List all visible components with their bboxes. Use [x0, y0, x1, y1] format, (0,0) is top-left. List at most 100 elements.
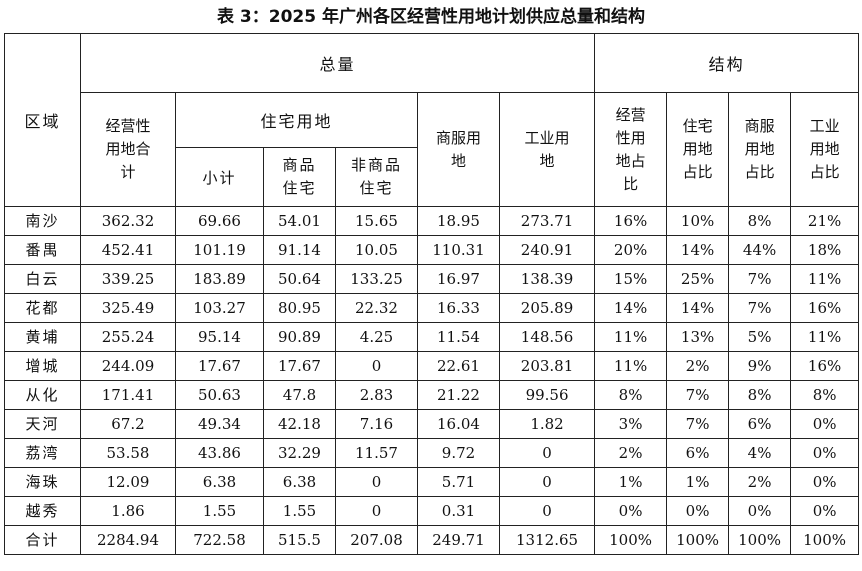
cell-s-bus: 44% — [728, 235, 792, 265]
cell-s-bus: 7% — [728, 293, 792, 323]
cell-s-ind: 11% — [790, 322, 860, 352]
cell-region: 合计 — [4, 525, 81, 555]
cell-s-total: 3% — [594, 409, 668, 439]
header-industrial-share: 工业 用地 占比 — [790, 92, 860, 207]
cell-s-total: 1% — [594, 467, 668, 497]
cell-commodity: 32.29 — [263, 438, 336, 468]
cell-industrial: 1312.65 — [498, 525, 596, 555]
table-row: 白云 339.25 183.89 50.64 133.25 16.97 138.39 15% 2… — [4, 264, 860, 294]
table-row: 天河 67.2 49.34 42.18 7.16 16.04 1.82 3% 7% 6% 0% — [4, 409, 860, 439]
cell-s-total: 16% — [594, 206, 668, 236]
cell-industrial: 0 — [498, 496, 596, 526]
cell-commodity: 90.89 — [263, 322, 336, 352]
cell-total: 2284.94 — [80, 525, 176, 555]
header-stack: 经营性 用地合 计 — [105, 117, 151, 181]
cell-total: 452.41 — [80, 235, 176, 265]
cell-subtotal: 6.38 — [175, 467, 264, 497]
cell-non-commodity: 0 — [335, 496, 418, 526]
cell-non-commodity: 22.32 — [335, 293, 418, 323]
header-industrial: 工业用 地 — [498, 92, 596, 207]
cell-region: 天河 — [4, 409, 81, 439]
cell-subtotal: 17.67 — [175, 351, 264, 381]
cell-s-res: 2% — [666, 351, 730, 381]
cell-industrial: 99.56 — [498, 380, 596, 410]
cell-s-bus: 0% — [728, 496, 792, 526]
cell-s-total: 0% — [594, 496, 668, 526]
table-row: 海珠 12.09 6.38 6.38 0 5.71 0 1% 1% 2% 0% — [4, 467, 860, 497]
table-row: 花都 325.49 103.27 80.95 22.32 16.33 205.89 14% 14… — [4, 293, 860, 323]
cell-s-bus: 6% — [728, 409, 792, 439]
header-commercial-share: 经营 性用 地占 比 — [594, 92, 668, 207]
cell-non-commodity: 207.08 — [335, 525, 418, 555]
cell-s-total: 15% — [594, 264, 668, 294]
cell-industrial: 1.82 — [498, 409, 596, 439]
cell-s-res: 6% — [666, 438, 730, 468]
cell-commodity: 6.38 — [263, 467, 336, 497]
cell-commodity: 80.95 — [263, 293, 336, 323]
table-row: 番禺 452.41 101.19 91.14 10.05 110.31 240.91 20% 1… — [4, 235, 860, 265]
cell-non-commodity: 10.05 — [335, 235, 418, 265]
cell-business: 18.95 — [417, 206, 500, 236]
cell-commodity: 50.64 — [263, 264, 336, 294]
cell-subtotal: 69.66 — [175, 206, 264, 236]
header-total-group: 总量 — [79, 33, 596, 93]
cell-industrial: 0 — [498, 467, 596, 497]
cell-s-total: 2% — [594, 438, 668, 468]
cell-s-bus: 4% — [728, 438, 792, 468]
cell-non-commodity: 2.83 — [335, 380, 418, 410]
cell-region: 南沙 — [4, 206, 81, 236]
cell-s-res: 1% — [666, 467, 730, 497]
cell-region: 越秀 — [4, 496, 81, 526]
cell-s-total: 8% — [594, 380, 668, 410]
cell-s-res: 100% — [666, 525, 730, 555]
cell-s-total: 20% — [594, 235, 668, 265]
cell-region: 花都 — [4, 293, 81, 323]
cell-region: 荔湾 — [4, 438, 81, 468]
cell-business: 5.71 — [417, 467, 500, 497]
cell-s-res: 14% — [666, 293, 730, 323]
cell-commodity: 1.55 — [263, 496, 336, 526]
cell-business: 21.22 — [417, 380, 500, 410]
cell-subtotal: 50.63 — [175, 380, 264, 410]
cell-subtotal: 183.89 — [175, 264, 264, 294]
cell-s-ind: 0% — [790, 496, 860, 526]
cell-subtotal: 49.34 — [175, 409, 264, 439]
cell-commodity: 17.67 — [263, 351, 336, 381]
cell-non-commodity: 11.57 — [335, 438, 418, 468]
table-row: 增城 244.09 17.67 17.67 0 22.61 203.81 11% 2% 9% 16% — [4, 351, 860, 381]
table-row: 越秀 1.86 1.55 1.55 0 0.31 0 0% 0% 0% 0% — [4, 496, 860, 526]
cell-non-commodity: 0 — [335, 467, 418, 497]
cell-total: 325.49 — [80, 293, 176, 323]
cell-total: 12.09 — [80, 467, 176, 497]
cell-region: 番禺 — [4, 235, 81, 265]
cell-s-bus: 8% — [728, 380, 792, 410]
cell-business: 16.04 — [417, 409, 500, 439]
cell-s-ind: 0% — [790, 409, 860, 439]
cell-non-commodity: 0 — [335, 351, 418, 381]
table-row: 荔湾 53.58 43.86 32.29 11.57 9.72 0 2% 6% 4% 0% — [4, 438, 860, 468]
cell-s-res: 25% — [666, 264, 730, 294]
cell-commodity: 47.8 — [263, 380, 336, 410]
cell-s-total: 14% — [594, 293, 668, 323]
cell-commodity: 515.5 — [263, 525, 336, 555]
cell-business: 249.71 — [417, 525, 500, 555]
cell-s-total: 100% — [594, 525, 668, 555]
cell-s-bus: 9% — [728, 351, 792, 381]
header-region: 区域 — [4, 33, 81, 207]
cell-total: 67.2 — [80, 409, 176, 439]
cell-subtotal: 722.58 — [175, 525, 264, 555]
cell-non-commodity: 133.25 — [335, 264, 418, 294]
cell-non-commodity: 7.16 — [335, 409, 418, 439]
cell-non-commodity: 4.25 — [335, 322, 418, 352]
table-row: 黄埔 255.24 95.14 90.89 4.25 11.54 148.56 11% 13% 5… — [4, 322, 860, 352]
land-supply-table: 区域 总量 结构 经营性 用地合 计 住宅用地 商服用 地 工业 — [4, 33, 860, 555]
cell-total: 255.24 — [80, 322, 176, 352]
cell-subtotal: 1.55 — [175, 496, 264, 526]
cell-s-res: 10% — [666, 206, 730, 236]
cell-s-bus: 5% — [728, 322, 792, 352]
cell-business: 22.61 — [417, 351, 500, 381]
table-row: 从化 171.41 50.63 47.8 2.83 21.22 99.56 8% 7% 8% 8% — [4, 380, 860, 410]
cell-s-res: 0% — [666, 496, 730, 526]
cell-s-ind: 100% — [790, 525, 860, 555]
header-subtotal: 小计 — [175, 147, 264, 207]
